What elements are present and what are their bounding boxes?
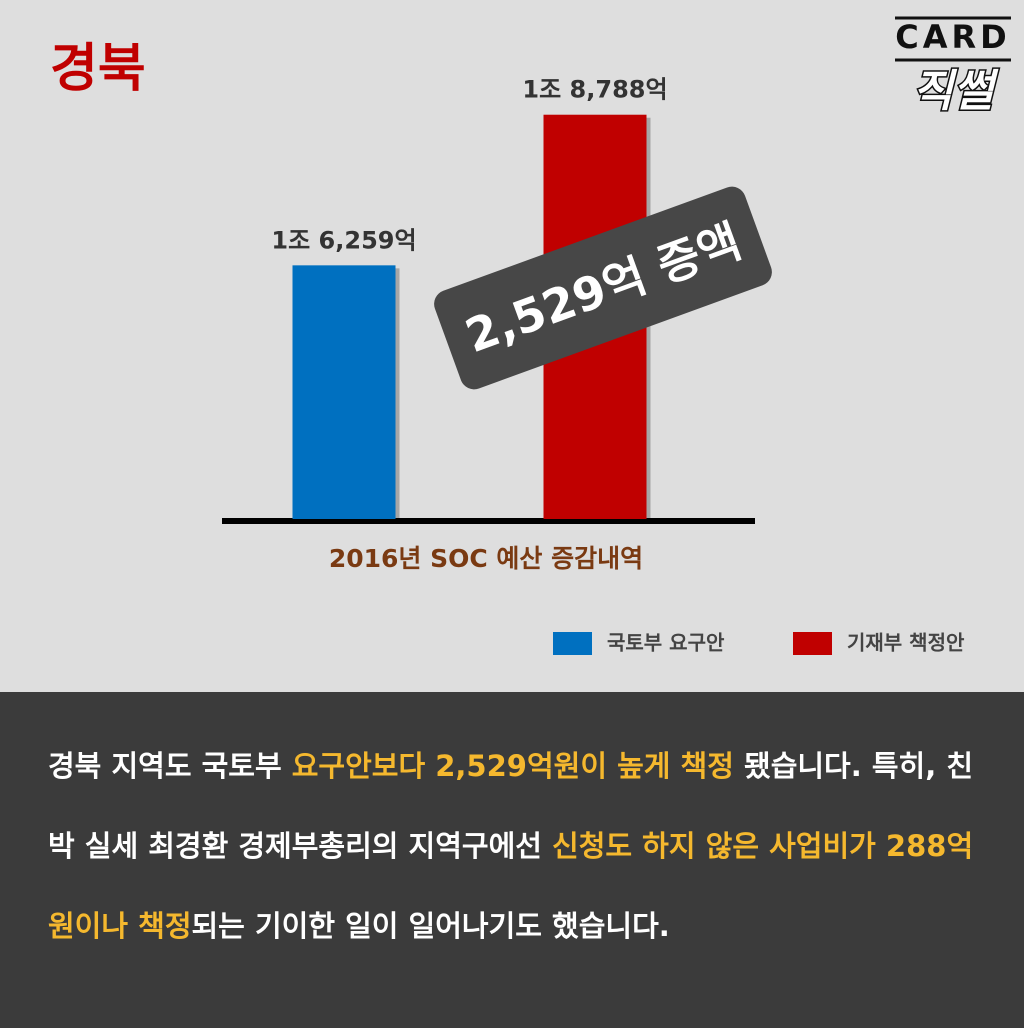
logo-bottom: 직썰 bbox=[913, 66, 999, 117]
bar bbox=[292, 265, 396, 519]
legend-label: 기재부 책정안 bbox=[847, 631, 965, 655]
value-label: 1조 6,259억 bbox=[271, 226, 416, 254]
chart: 경북 CARD 직썰 2016년 SOC 예산 증감내역 1조 6,259억 1조… bbox=[50, 16, 1011, 655]
legend-label: 국토부 요구안 bbox=[607, 631, 725, 655]
text: 경북 지역도 국토부 bbox=[48, 749, 292, 783]
paragraph: 경북 지역도 국토부 요구안보다 2,529억원이 높게 책정 됐습니다. 특히… bbox=[48, 726, 993, 966]
text: 됐습니다. 특히, 친박 실세 최경환 경제부총리의 지역구에선 bbox=[48, 749, 974, 863]
logo-top: CARD bbox=[895, 18, 1010, 56]
highlight-text: 요구안보다 2,529억원이 높게 책정 bbox=[291, 749, 734, 783]
x-axis-label: 2016년 SOC 예산 증감내역 bbox=[329, 544, 643, 573]
text-panel: 경북 지역도 국토부 요구안보다 2,529억원이 높게 책정 됐습니다. 특히… bbox=[0, 692, 1024, 1028]
value-label: 1조 8,788억 bbox=[522, 76, 667, 104]
legend-swatch bbox=[553, 632, 592, 655]
highlight-text: 신청도 하지 않은 사업비가 288억원이나 책정 bbox=[48, 829, 974, 943]
annotation-box bbox=[434, 186, 772, 390]
chart-title: 경북 bbox=[50, 39, 146, 99]
text: 되는 기이한 일이 일어나기도 했습니다. bbox=[191, 909, 670, 943]
legend-swatch bbox=[793, 632, 832, 655]
